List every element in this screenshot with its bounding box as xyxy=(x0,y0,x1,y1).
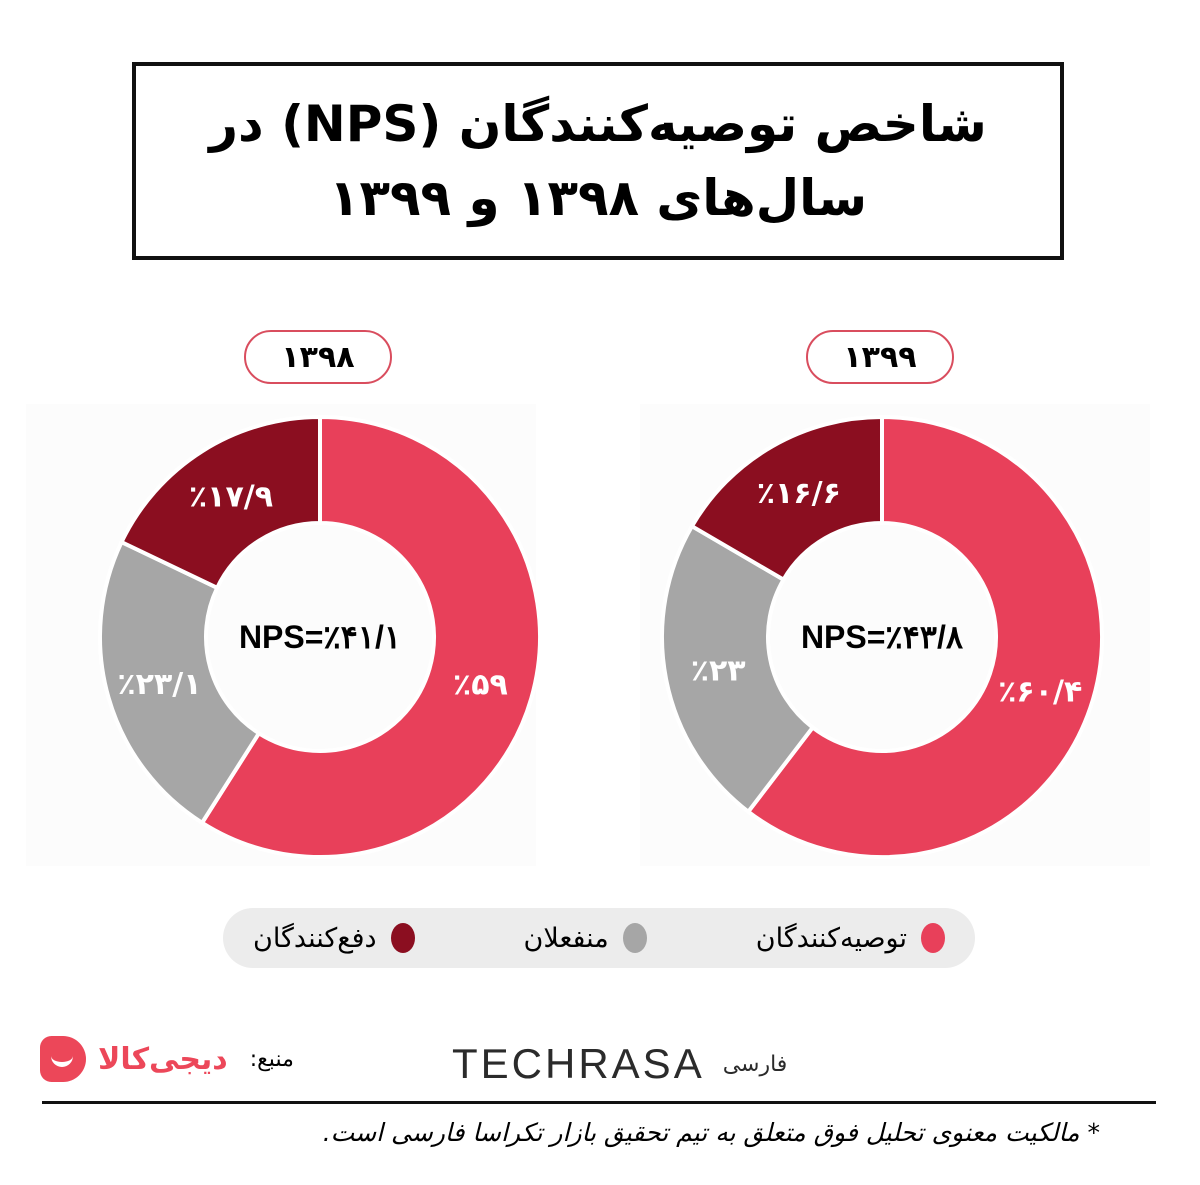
nps-value-label: NPS=٪۴۱/۱ xyxy=(239,619,401,655)
copyright-footnote: * مالکیت معنوی تحلیل فوق متعلق به تیم تح… xyxy=(322,1118,1100,1147)
title-line-2: سال‌های ۱۳۹۸ و ۱۳۹۹ xyxy=(328,169,868,227)
donut-chart-1398: ٪۵۹ ٪۲۳/۱ ٪۱۷/۹ NPS=٪۴۱/۱ xyxy=(98,414,542,859)
legend-item-detractors: دفع‌کنندگان xyxy=(253,923,415,954)
donut-segment-labels: ٪۵۹ ٪۲۳/۱ ٪۱۷/۹ xyxy=(117,480,507,703)
legend-item-promoters: توصیه‌کنندگان xyxy=(756,923,945,954)
donut-segment-promoters xyxy=(745,414,1104,859)
techrasa-wordmark: TECHRASA xyxy=(452,1040,705,1087)
segment-value-label: ٪۲۳ xyxy=(691,653,746,688)
year-badge-1399: ۱۳۹۹ xyxy=(806,330,954,384)
circle-dot-icon xyxy=(920,923,945,953)
donut-segment-labels: ٪۶۰/۴ ٪۲۳ ٪۱۶/۶ xyxy=(691,476,1083,709)
source-label: منبع: xyxy=(249,1046,294,1072)
legend-label: دفع‌کنندگان xyxy=(253,922,377,954)
legend-label: توصیه‌کنندگان xyxy=(755,922,907,954)
title-line-1: شاخص توصیه‌کنندگان (NPS) در xyxy=(209,95,987,153)
donut-segment-passives xyxy=(660,523,816,815)
techrasa-farsi-label: فارسی xyxy=(722,1051,788,1077)
donut-segment-passives xyxy=(98,539,262,826)
year-badge-1398: ۱۳۹۸ xyxy=(244,330,392,384)
donut-segment-promoters xyxy=(199,414,542,859)
donut-chart-1399: ٪۶۰/۴ ٪۲۳ ٪۱۶/۶ NPS=٪۴۳/۸ xyxy=(660,414,1104,859)
circle-dot-icon xyxy=(622,923,647,953)
segment-value-label: ٪۶۰/۴ xyxy=(998,675,1082,710)
legend-label: منفعلان xyxy=(523,922,609,954)
legend-item-passives: منفعلان xyxy=(524,923,647,954)
digikala-wordmark: دیجی‌کالا xyxy=(98,1041,228,1077)
source-attribution: دیجی‌کالا منبع: xyxy=(40,1035,294,1083)
footer-divider xyxy=(42,1101,1156,1104)
techrasa-logo: TECHRASA فارسی xyxy=(452,1040,787,1088)
nps-value-label: NPS=٪۴۳/۸ xyxy=(801,619,964,655)
digikala-logo-icon xyxy=(40,1036,86,1082)
title-box: شاخص توصیه‌کنندگان (NPS) در سال‌های ۱۳۹۸… xyxy=(132,62,1064,260)
segment-value-label: ٪۲۳/۱ xyxy=(117,667,201,702)
donut-segments xyxy=(98,414,542,859)
segment-value-label: ٪۱۷/۹ xyxy=(189,480,273,515)
donut-segment-detractors xyxy=(689,414,884,583)
segment-value-label: ٪۱۶/۶ xyxy=(757,476,841,511)
donut-segments xyxy=(660,414,1104,859)
chart-legend: توصیه‌کنندگان منفعلان دفع‌کنندگان xyxy=(223,908,975,968)
donut-segment-detractors xyxy=(118,414,322,591)
circle-dot-icon xyxy=(390,923,415,953)
segment-value-label: ٪۵۹ xyxy=(453,668,508,703)
